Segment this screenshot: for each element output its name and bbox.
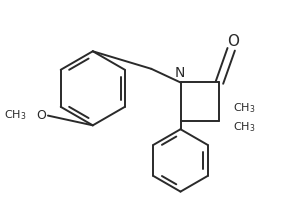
Text: CH$_3$: CH$_3$ bbox=[233, 120, 256, 134]
Text: O: O bbox=[227, 34, 239, 49]
Text: O: O bbox=[36, 109, 46, 122]
Text: CH$_3$: CH$_3$ bbox=[4, 109, 26, 122]
Text: N: N bbox=[174, 66, 185, 80]
Text: CH$_3$: CH$_3$ bbox=[233, 101, 256, 115]
